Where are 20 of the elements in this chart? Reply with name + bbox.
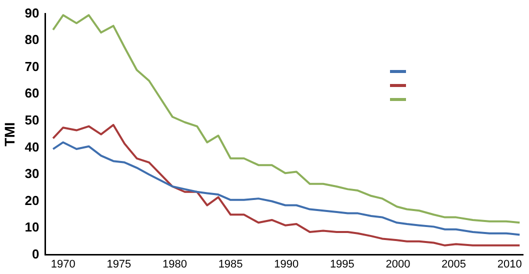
x-tick-label: 2010	[497, 258, 522, 270]
x-tick-label: 2005	[442, 258, 466, 270]
y-tick-label: 50	[24, 112, 40, 128]
y-tick-label: 70	[24, 58, 40, 74]
y-tick-label: 80	[24, 32, 40, 48]
x-tick-label: 1990	[274, 258, 299, 270]
y-tick-label: 20	[24, 192, 40, 208]
y-tick-label: 0	[32, 246, 40, 262]
y-tick-label: 60	[24, 86, 40, 101]
x-tick-label: 1970	[50, 258, 76, 270]
y-tick-label: 40	[24, 139, 40, 154]
x-tick-label: 1980	[162, 258, 187, 270]
y-tick-label: 90	[24, 5, 40, 20]
x-tick-label: 1995	[330, 258, 354, 270]
y-tick-label: 30	[24, 166, 40, 182]
x-tick-label: 2000	[386, 258, 410, 270]
x-tick-label: 1985	[218, 258, 243, 270]
x-tick-label: 1975	[106, 258, 132, 270]
y-tick-label: 10	[24, 220, 40, 235]
y-axis-title: TMI	[1, 122, 18, 146]
